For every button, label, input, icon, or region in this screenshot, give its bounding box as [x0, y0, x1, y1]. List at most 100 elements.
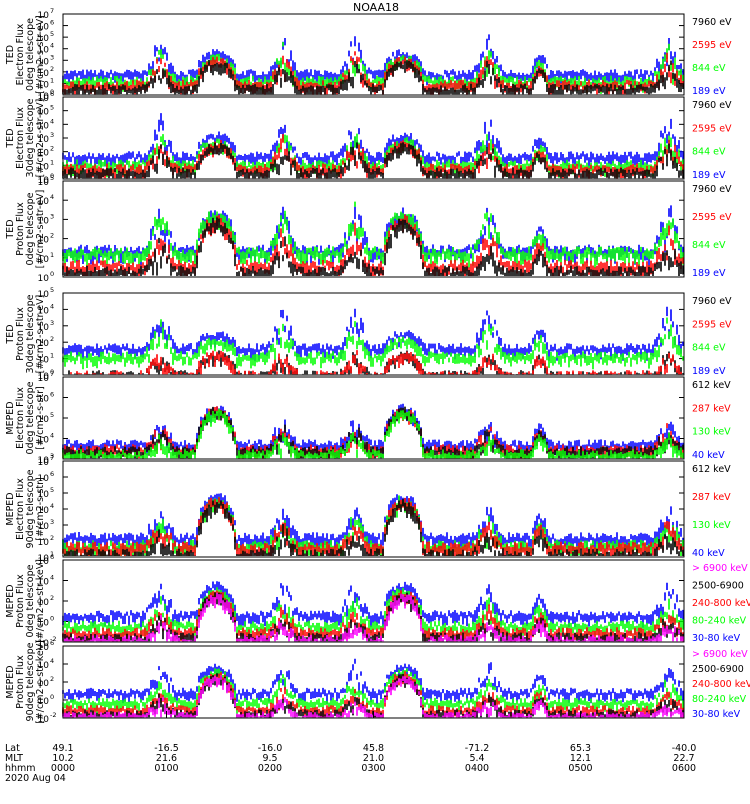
- y-tick-exponent: -2: [50, 635, 56, 643]
- y-tick-label: 10: [38, 255, 50, 265]
- y-tick-exponent: 6: [50, 470, 54, 478]
- panel-6: MEPED Electron Flux 90deg telescope [#/cm2-…: [5, 454, 731, 564]
- y-tick-label: 10: [38, 643, 50, 653]
- panel-ylabel-line: 0deg telescope: [25, 381, 36, 454]
- panel-3: TED Proton Flux 0deg telescope [#/cm2-s-str…: [5, 174, 732, 284]
- legend-entry: 7960 eV: [692, 184, 732, 195]
- legend-entry: 844 eV: [692, 63, 726, 74]
- legend-entry: 612 keV: [692, 464, 731, 475]
- legend-entry: 287 keV: [692, 403, 731, 414]
- panel-ylabel-line: 0deg telescope: [25, 18, 36, 91]
- y-tick-exponent: 4: [50, 574, 54, 582]
- legend-entry: 844 eV: [692, 240, 726, 251]
- legend-entry: > 6900 keV: [692, 649, 748, 660]
- orbit-tick-lat: -71.2: [465, 743, 490, 754]
- panel-frame: [62, 559, 685, 643]
- legend-entry: 240-800 keV: [692, 679, 750, 690]
- legend-entry: 844 eV: [692, 343, 726, 354]
- y-tick-exponent: 5: [50, 411, 54, 419]
- y-tick-exponent: 4: [50, 42, 54, 50]
- y-tick-exponent: 6: [50, 90, 54, 98]
- y-tick-label: 10: [38, 274, 50, 284]
- y-tick-label: 10: [38, 176, 50, 186]
- y-tick-label: 10: [38, 57, 50, 67]
- legend-entry: 130 keV: [692, 520, 731, 531]
- orbit-row-label: MLT: [5, 753, 23, 764]
- panel-ylabel-line: 0deg telescope: [25, 564, 36, 637]
- y-tick-exponent: 3: [50, 319, 54, 327]
- orbit-tick-hhmm: 0400: [465, 763, 489, 774]
- y-tick-exponent: 4: [50, 657, 54, 665]
- y-tick-label: 10: [38, 11, 50, 21]
- y-tick-label: 10: [38, 506, 50, 516]
- panel-7: MEPED Proton Flux 0deg telescope [#/cm2-s-s…: [5, 553, 750, 649]
- y-tick-label: 10: [38, 557, 50, 567]
- orbit-tick-mlt: 21.0: [363, 753, 384, 764]
- panel-ylabel-line: MEPED: [5, 401, 16, 434]
- y-tick-label: 10: [38, 197, 50, 207]
- panel-ylabel-line: Electron Flux: [15, 478, 26, 540]
- orbit-row-label: hhmm: [5, 763, 36, 774]
- y-tick-exponent: 6: [50, 391, 54, 399]
- y-tick-label: 10: [38, 554, 50, 564]
- y-tick-exponent: 1: [50, 76, 54, 84]
- y-tick-label: 10: [38, 372, 50, 382]
- series-trace-3: [62, 113, 684, 169]
- panel-ylabel-line: [#/cm2-s-str-eV]: [35, 15, 46, 94]
- panel-frame: [62, 376, 685, 460]
- y-tick-exponent: 2: [50, 232, 54, 240]
- orbit-tick-mlt: 10.2: [52, 753, 73, 764]
- y-tick-exponent: 4: [50, 193, 54, 201]
- panel-ylabel-line: 90deg telescope: [25, 469, 36, 548]
- y-tick-label: 10: [38, 339, 50, 349]
- legend-entry: 287 keV: [692, 492, 731, 503]
- legend-entry: 240-800 keV: [692, 598, 750, 609]
- panel-8: MEPED Proton Flux 90deg telescope [#/cm2-s-…: [5, 639, 750, 725]
- y-tick-exponent: 3: [50, 131, 54, 139]
- legend-entry: > 6900 keV: [692, 563, 748, 574]
- panel-ylabel-line: TED: [5, 128, 16, 148]
- panel-frame: [62, 292, 685, 376]
- orbit-row-label: 2020 Aug 04: [5, 773, 66, 784]
- y-tick-label: 10: [38, 415, 50, 425]
- y-tick-exponent: 2: [50, 594, 54, 602]
- orbit-tick-hhmm: 0200: [258, 763, 282, 774]
- legend-entry: 189 eV: [692, 268, 726, 279]
- panel-ylabel-line: [#/cm2-s-str]: [35, 477, 46, 540]
- y-tick-label: 10: [38, 121, 50, 131]
- orbit-tick-lat: -40.0: [672, 743, 697, 754]
- y-tick-label: 10: [38, 436, 50, 446]
- panel-ylabel-line: MEPED: [5, 492, 16, 525]
- series-trace-1: [62, 214, 684, 276]
- panel-ylabel-line: Proton Flux: [15, 574, 26, 628]
- y-tick-exponent: 6: [50, 639, 54, 647]
- series-trace-3: [62, 34, 684, 88]
- y-tick-exponent: 7: [50, 454, 54, 462]
- y-tick-label: 10: [38, 162, 50, 172]
- y-tick-label: 10: [38, 149, 50, 159]
- legend-entry: 7960 eV: [692, 296, 732, 307]
- y-tick-exponent: 5: [50, 30, 54, 38]
- orbit-tick-hhmm: 0300: [361, 763, 385, 774]
- y-tick-exponent: 0: [50, 270, 54, 278]
- panels-group: TED Electron Flux 0deg telescope [#/cm2-s-s…: [5, 7, 750, 725]
- panel-ylabel-line: TED: [5, 219, 16, 239]
- y-tick-label: 10: [38, 639, 50, 649]
- y-tick-exponent: 4: [50, 117, 54, 125]
- legend-entry: 80-240 keV: [692, 616, 747, 627]
- panel-ylabel-line: TED: [5, 324, 16, 344]
- orbit-tick-lat: 65.3: [570, 743, 591, 754]
- legend-entry: 40 keV: [692, 548, 725, 559]
- legend-entry: 612 keV: [692, 380, 731, 391]
- legend-entry: 2500-6900: [692, 664, 744, 675]
- legend-entry: 189 eV: [692, 170, 726, 181]
- y-tick-exponent: 4: [50, 302, 54, 310]
- y-tick-label: 10: [38, 490, 50, 500]
- y-tick-label: 10: [38, 236, 50, 246]
- panel-1: TED Electron Flux 0deg telescope [#/cm2-s-s…: [5, 7, 732, 102]
- legend-entry: 189 eV: [692, 86, 726, 97]
- y-tick-exponent: 4: [50, 502, 54, 510]
- y-tick-label: 10: [38, 356, 50, 366]
- legend-entry: 40 keV: [692, 450, 725, 461]
